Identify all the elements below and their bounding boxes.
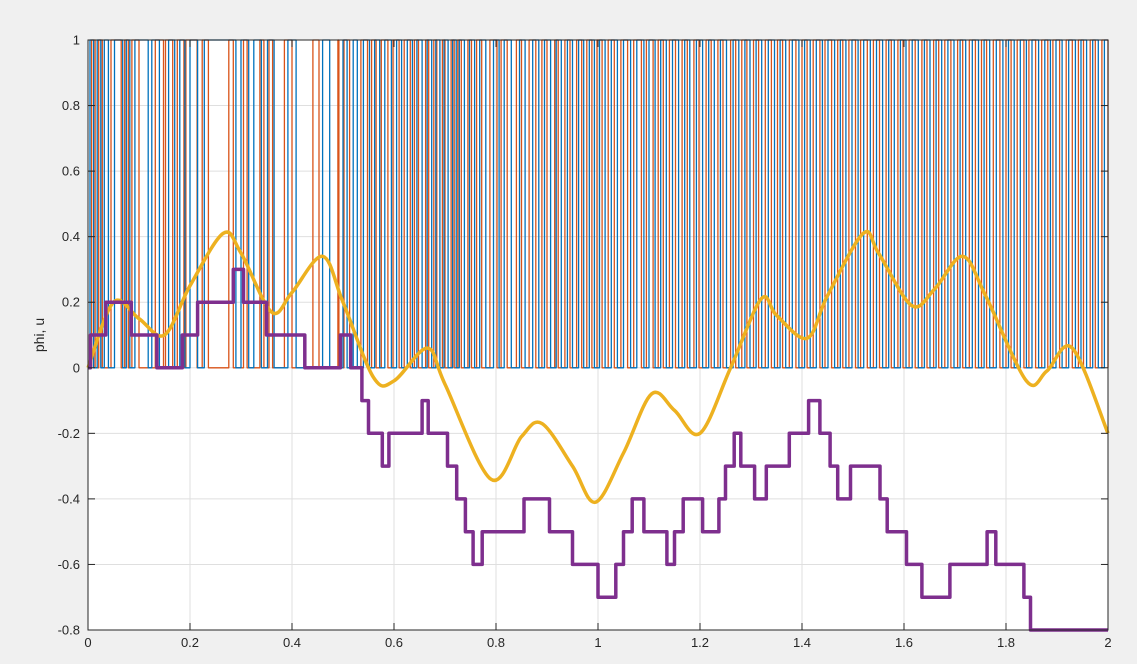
y-tick-label: 0.8	[62, 98, 80, 113]
x-tick-label: 0.8	[487, 635, 505, 650]
series-layer	[86, 39, 1110, 632]
y-tick-label: -0.2	[58, 426, 80, 441]
series-line-2	[86, 229, 1110, 504]
y-tick-label: 0.6	[62, 164, 80, 179]
x-tick-label: 0.6	[385, 635, 403, 650]
y-tick-label: -0.4	[58, 491, 80, 506]
x-tick-label: 2	[1104, 635, 1111, 650]
x-tick-label: 0.2	[181, 635, 199, 650]
series-line-1	[88, 39, 1108, 369]
x-tick-label: 0.4	[283, 635, 301, 650]
y-tick-label: 1	[73, 33, 80, 48]
y-tick-label: 0.2	[62, 295, 80, 310]
y-axis-label: phi, u	[31, 318, 47, 352]
x-tick-label: 1.4	[793, 635, 811, 650]
x-tick-label: 1.6	[895, 635, 913, 650]
y-tick-label: 0.4	[62, 229, 80, 244]
y-tick-label: -0.6	[58, 557, 80, 572]
x-tick-label: 0	[84, 635, 91, 650]
x-tick-label: 1.8	[997, 635, 1015, 650]
x-tick-label: 1.2	[691, 635, 709, 650]
series-line-3	[88, 267, 1108, 632]
y-tick-label: -0.8	[58, 623, 80, 638]
x-tick-label: 1	[594, 635, 601, 650]
tick-labels: 0 0.2 0.4 0.6 0.8 1 1.2 1.4 1.6 1.8 2 -0.8 -0.6 -0.4 -…	[58, 33, 1112, 651]
y-tick-label: 0	[73, 360, 80, 375]
tick-marks	[87, 39, 1109, 631]
